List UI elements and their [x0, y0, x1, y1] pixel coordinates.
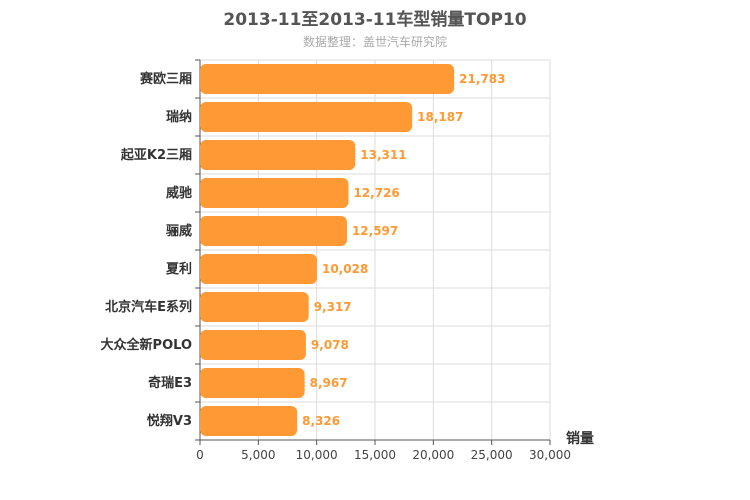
data-label: 8,967 [310, 376, 348, 390]
category-label: 夏利 [165, 261, 192, 277]
data-label: 21,783 [459, 72, 505, 86]
data-label: 8,326 [302, 414, 340, 428]
x-tick-label: 15,000 [354, 448, 396, 462]
x-tick-label: 20,000 [412, 448, 454, 462]
category-label: 大众全新POLO [101, 337, 192, 353]
bar[interactable] [200, 368, 305, 398]
category-label: 奇瑞E3 [148, 375, 192, 391]
data-label: 12,726 [353, 186, 399, 200]
category-label: 赛欧三厢 [139, 71, 192, 87]
chart-title: 2013-11至2013-11车型销量TOP10 [223, 10, 527, 30]
x-axis-title: 销量 [566, 430, 594, 447]
category-label: 瑞纳 [166, 109, 192, 125]
bar[interactable] [200, 406, 298, 436]
x-tick-label: 0 [196, 448, 204, 462]
chart-subtitle: 数据整理：盖世汽车研究院 [302, 35, 447, 49]
category-label: 悦翔V3 [147, 413, 192, 429]
category-label: 起亚K2三厢 [120, 147, 192, 163]
bar-layer [200, 64, 455, 436]
bar[interactable] [200, 292, 309, 322]
x-tick-label: 5,000 [241, 448, 275, 462]
data-label: 12,597 [352, 224, 398, 238]
category-label: 威驰 [166, 185, 192, 201]
category-label: 骊威 [166, 223, 192, 239]
grid-layer [200, 59, 551, 441]
x-tick-label: 30,000 [529, 448, 571, 462]
data-label: 9,317 [314, 300, 352, 314]
data-label: 18,187 [417, 110, 463, 124]
bar[interactable] [200, 216, 347, 246]
bar[interactable] [200, 102, 413, 132]
bar[interactable] [200, 140, 356, 170]
x-tick-label: 25,000 [471, 448, 513, 462]
data-label: 13,311 [360, 148, 406, 162]
bar[interactable] [200, 254, 317, 284]
data-label: 10,028 [322, 262, 368, 276]
bar[interactable] [200, 178, 349, 208]
category-label: 北京汽车E系列 [105, 299, 192, 315]
bar[interactable] [200, 64, 455, 94]
bar[interactable] [200, 330, 306, 360]
data-label: 9,078 [311, 338, 349, 352]
x-tick-label: 10,000 [296, 448, 338, 462]
